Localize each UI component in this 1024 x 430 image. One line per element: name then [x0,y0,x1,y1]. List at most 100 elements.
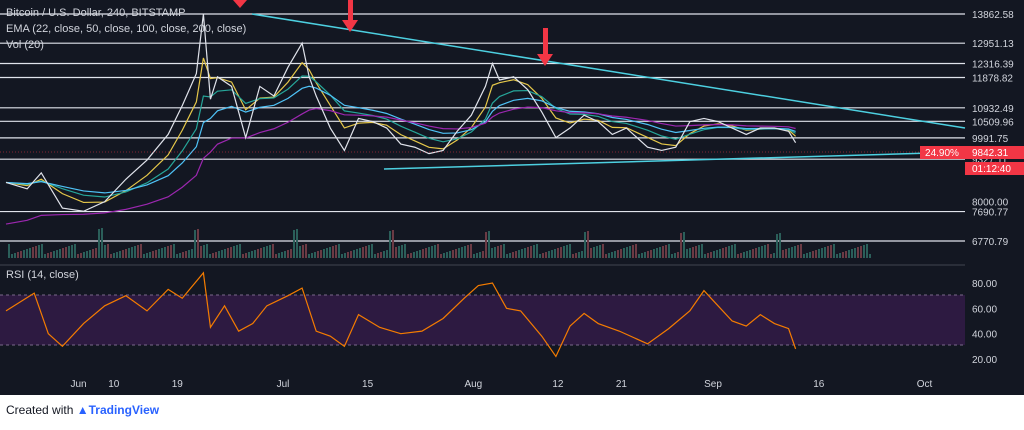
volume-bar [770,254,772,258]
volume-bar [116,252,118,258]
volume-bar [743,252,745,258]
volume-bar [686,249,688,258]
volume-bar [458,248,460,258]
volume-bar [788,248,790,258]
volume-bar [500,245,502,258]
volume-bar [557,248,559,258]
volume-bar [305,244,307,258]
volume-bar [275,254,277,258]
volume-bar [722,248,724,258]
ema-line[interactable] [5,106,796,225]
arrow-marker [342,20,358,32]
volume-bar [191,249,193,258]
volume-bar [383,251,385,258]
volume-bar [245,253,247,258]
volume-bar [713,251,715,258]
ema-line[interactable] [5,75,796,198]
volume-bar [764,245,766,258]
volume-bar [38,245,40,258]
volume-bar [773,253,775,258]
volume-bar [794,246,796,258]
symbol-legend: Bitcoin / U.S. Dollar, 240, BITSTAMP [6,7,186,19]
created-with-label: Created with [6,403,74,417]
volume-bar [224,249,226,258]
lower-trend-line[interactable] [383,151,966,170]
y-tick-label: 10932.49 [972,104,1014,115]
volume-bar [494,247,496,258]
volume-bar [374,254,376,258]
volume-bar [836,254,838,258]
volume-bar [227,248,229,258]
time-axis-background [0,373,965,395]
volume-bar [446,252,448,258]
volume-bar [566,245,568,258]
volume-bar [251,251,253,258]
volume-bar [146,253,148,258]
tradingview-logo-icon[interactable]: ▲ [76,403,89,417]
volume-bar [398,246,400,258]
volume-bar [176,254,178,258]
volume-bar [590,248,592,258]
tradingview-brand[interactable]: TradingView [88,403,160,417]
ema-lines [5,57,797,225]
volume-bar [269,245,271,258]
volume-bar [629,246,631,258]
y-tick-label: 12316.39 [972,59,1014,70]
ema-legend: EMA (22, close, 50, close, 100, close, 2… [6,23,246,35]
volume-bar [302,245,304,258]
percent-badge-text: 24.90% [925,148,959,159]
volume-bar [179,253,181,258]
volume-bar [71,245,73,258]
volume-bar [344,253,346,258]
volume-bar [239,244,241,258]
ema-line[interactable] [5,57,797,204]
volume-bar [131,247,133,258]
volume-bar [497,246,499,258]
upper-trend-line[interactable] [251,13,966,129]
volume-bar [392,230,394,258]
volume-bar [791,247,793,258]
volume-bar [455,249,457,258]
volume-bar [587,231,589,258]
y-tick-label: 10509.96 [972,117,1014,128]
volume-bar [803,254,805,258]
volume-bar [419,250,421,258]
volume-bar [545,252,547,258]
volume-bar [845,251,847,258]
volume-bar [203,245,205,258]
volume-bar [173,244,175,258]
volume-bar [518,250,520,258]
volume-bar [449,251,451,258]
volume-bar [326,248,328,258]
volume-bar [821,248,823,258]
volume-bar [509,253,511,258]
y-tick-label: 6770.79 [972,237,1009,248]
volume-bar [74,244,76,258]
price-line[interactable] [5,13,797,212]
ema-line[interactable] [5,85,796,194]
volume-bar [476,253,478,258]
volume-bar [158,249,160,258]
rsi-line[interactable] [5,271,797,358]
volume-bar [281,252,283,258]
volume-bar [68,246,70,258]
volume-bar [362,247,364,258]
volume-bar [491,248,493,258]
volume-bar [434,245,436,258]
volume-bar [869,254,871,258]
volume-bar [422,249,424,258]
volume-bar [749,250,751,258]
volume-bar [626,247,628,258]
volume-bar [86,251,88,258]
volume-bar [101,228,103,258]
volume-bar [23,250,25,258]
volume-bar [701,244,703,258]
volume-bar [149,252,151,258]
volume-bar [125,249,127,258]
volume-bar [719,249,721,258]
volume-bar [671,254,673,258]
volume-bar [380,252,382,258]
volume-bar [164,247,166,258]
volume-bar [233,246,235,258]
volume-bar [377,253,379,258]
